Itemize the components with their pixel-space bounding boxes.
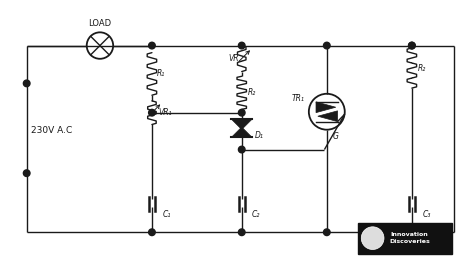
Circle shape (323, 229, 330, 236)
Text: C₂: C₂ (252, 210, 261, 219)
Text: C₁: C₁ (162, 210, 171, 219)
Text: G: G (332, 132, 338, 141)
Polygon shape (316, 102, 336, 113)
Circle shape (238, 229, 245, 236)
Text: C₃: C₃ (422, 210, 431, 219)
Text: D₁: D₁ (255, 131, 264, 140)
Polygon shape (231, 127, 252, 138)
Circle shape (409, 42, 415, 49)
Circle shape (149, 229, 155, 236)
Circle shape (361, 227, 384, 250)
Text: VR₁: VR₁ (158, 108, 172, 117)
Text: R₁: R₁ (156, 69, 165, 78)
Text: LOAD: LOAD (88, 19, 111, 28)
Circle shape (23, 80, 30, 87)
Polygon shape (318, 111, 337, 122)
Polygon shape (231, 119, 252, 130)
Circle shape (409, 42, 415, 49)
Circle shape (238, 146, 245, 153)
Text: Innovation
Discoveries: Innovation Discoveries (389, 232, 430, 244)
Circle shape (23, 170, 30, 176)
Circle shape (149, 109, 155, 116)
Text: VR: VR (228, 54, 239, 63)
Circle shape (409, 229, 415, 236)
Text: 230V A.C: 230V A.C (31, 126, 73, 135)
Text: R₂: R₂ (247, 88, 255, 97)
FancyBboxPatch shape (357, 223, 452, 253)
Circle shape (149, 42, 155, 49)
Circle shape (238, 42, 245, 49)
Text: R₂: R₂ (418, 64, 426, 73)
Circle shape (323, 42, 330, 49)
Text: TR₁: TR₁ (292, 94, 304, 103)
Circle shape (238, 109, 245, 116)
